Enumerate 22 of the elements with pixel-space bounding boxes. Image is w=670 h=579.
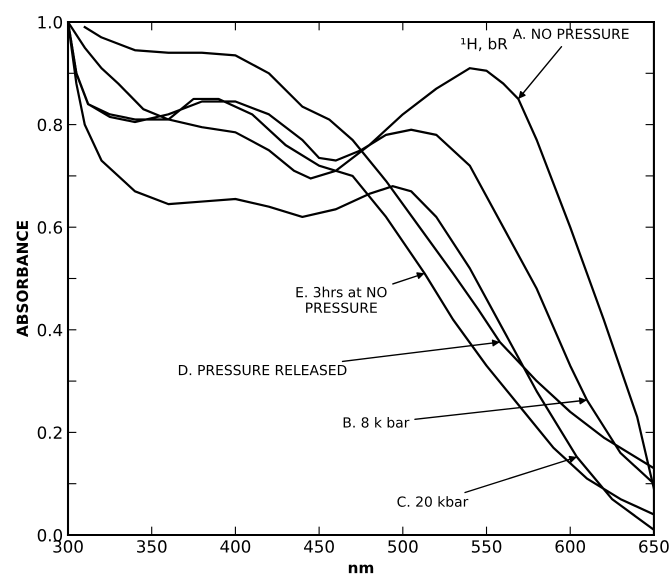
y-axis-title: ABSORBANCE xyxy=(16,221,28,337)
x-tick-label: 450 xyxy=(304,540,334,553)
annotation: ¹H, bR xyxy=(461,38,508,52)
y-tick-label: 1.0 xyxy=(38,16,62,29)
x-tick-label: 600 xyxy=(555,540,586,553)
annotation: C. 20 kbar xyxy=(397,496,468,507)
y-tick-label: 0.6 xyxy=(38,221,62,234)
x-tick-label: 350 xyxy=(137,540,167,553)
annotation: A. NO PRESSURE xyxy=(512,28,629,40)
x-tick-label: 650 xyxy=(639,540,669,553)
y-tick-label: 0.2 xyxy=(38,426,62,439)
x-tick-label: 500 xyxy=(388,540,418,553)
x-tick-label: 400 xyxy=(220,540,250,553)
x-tick-label: 550 xyxy=(472,540,502,553)
x-tick-label: 300 xyxy=(53,540,83,553)
y-tick-label: 0.8 xyxy=(38,118,62,132)
annotation: D. PRESSURE RELEASED xyxy=(178,364,346,376)
annotation: E. 3hrs at NO PRESSURE xyxy=(296,286,387,313)
y-tick-label: 0.4 xyxy=(38,324,62,336)
y-tick-label: 0.0 xyxy=(38,528,62,542)
annotation: B. 8 k bar xyxy=(344,416,410,428)
x-axis-title: nm xyxy=(348,564,374,574)
